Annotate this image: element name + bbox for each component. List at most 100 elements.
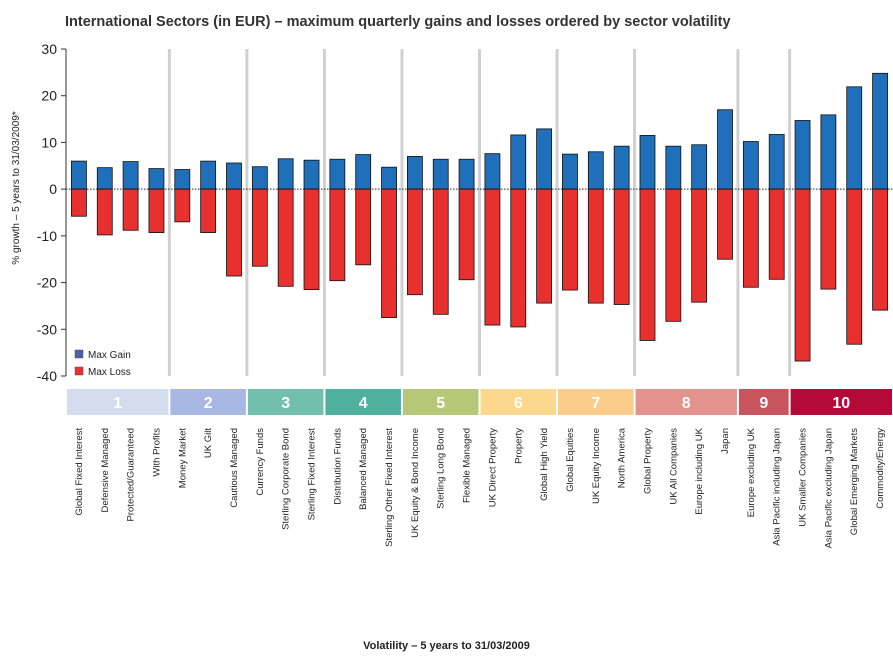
category-label-8: Currency Funds (255, 428, 266, 496)
bar-max-loss-16 (458, 188, 475, 281)
bar-max-loss-17 (484, 188, 501, 326)
volatility-band-label-10: 10 (832, 395, 850, 412)
bar-max-loss-12 (355, 188, 372, 266)
y-tick-label: -40 (37, 368, 57, 384)
bar-max-loss-3 (122, 188, 139, 231)
category-label-14: UK Equity & Bond Income (410, 428, 421, 538)
category-label-5: Money Market (177, 428, 188, 489)
category-label-18: Property (513, 428, 524, 464)
legend-label-max-loss: Max Loss (88, 367, 131, 378)
bar-max-loss-10 (303, 188, 320, 290)
y-tick-label: -30 (37, 321, 57, 337)
volatility-band-10 (790, 389, 892, 415)
category-label-7: Cautious Managed (229, 428, 240, 508)
group-separators (167, 49, 792, 376)
bar-max-loss-24 (665, 188, 682, 322)
bar-max-loss-21 (587, 188, 604, 304)
category-label-26: Japan (720, 428, 731, 454)
bar-max-gain-4 (148, 168, 165, 190)
bar-max-loss-5 (174, 188, 191, 223)
y-tick-label: 0 (49, 181, 57, 197)
volatility-band-label-7: 7 (591, 395, 600, 412)
category-labels: Global Fixed Interest Defensive Managed Pr… (74, 427, 886, 548)
category-label-4: With Profits (151, 428, 162, 477)
category-label-11: Distribution Funds (332, 428, 343, 505)
category-label-22: North America (617, 427, 628, 488)
bar-max-loss-18 (510, 188, 527, 328)
bar-max-gain-6 (200, 160, 217, 190)
chart-title: International Sectors (in EUR) – maximum… (65, 14, 731, 30)
bar-max-loss-26 (717, 188, 733, 260)
bar-max-gain-21 (587, 151, 604, 190)
bar-max-gain-19 (536, 128, 553, 190)
x-axis-label: Volatility – 5 years to 31/03/2009 (363, 640, 530, 652)
volatility-band-label-8: 8 (682, 395, 691, 412)
y-tick-label: 30 (41, 41, 57, 57)
category-label-6: UK Gilt (203, 428, 214, 458)
bar-max-gain-25 (691, 144, 708, 190)
category-label-24: UK All Companies (668, 428, 679, 505)
bar-max-gain-18 (510, 134, 527, 190)
bar-max-gain-12 (355, 154, 372, 190)
category-label-10: Sterling Fixed Interest (307, 428, 318, 521)
bar-max-loss-23 (639, 188, 656, 341)
volatility-band-label-6: 6 (514, 395, 523, 412)
bar-max-loss-1 (71, 188, 87, 217)
y-tick-label: -20 (37, 275, 57, 291)
bar-max-gain-26 (717, 109, 733, 190)
category-label-27: Europe excluding UK (746, 427, 757, 517)
bar-max-gain-32 (872, 72, 888, 190)
bar-max-gain-8 (251, 166, 268, 190)
volatility-band-label-4: 4 (359, 395, 368, 412)
volatility-band-label-1: 1 (113, 395, 122, 412)
bar-max-gain-30 (820, 114, 837, 190)
bar-max-gain-5 (174, 169, 191, 190)
category-label-23: Global Property (642, 428, 653, 494)
volatility-band-4 (325, 389, 401, 415)
y-tick-label: 20 (41, 88, 57, 104)
bar-max-loss-28 (768, 188, 785, 280)
legend-swatch-max-loss (74, 366, 84, 376)
bar-max-gain-1 (71, 160, 87, 190)
category-label-30: Asia Pacific excluding Japan (823, 428, 834, 548)
bar-max-loss-15 (432, 188, 449, 315)
bar-max-loss-2 (96, 188, 113, 236)
bar-max-loss-25 (691, 188, 708, 303)
bar-max-gain-22 (613, 145, 630, 190)
category-label-25: Europe including UK (694, 427, 705, 514)
y-tick-label: 10 (41, 134, 57, 150)
volatility-bands: 1 2 3 4 5 6 7 8 9 10 (67, 389, 892, 415)
volatility-band-7 (558, 389, 634, 415)
category-label-3: Protected/Guaranteed (126, 428, 137, 521)
category-label-21: UK Equity Income (591, 428, 602, 504)
volatility-band-9 (738, 389, 789, 415)
bars (71, 72, 888, 362)
bar-max-gain-2 (96, 167, 113, 190)
category-label-17: UK Direct Property (487, 428, 498, 507)
category-label-12: Balanced Managed (358, 428, 369, 510)
bar-max-gain-27 (742, 141, 759, 190)
bar-max-gain-20 (562, 153, 578, 190)
bar-max-loss-14 (406, 188, 423, 296)
bar-max-gain-29 (794, 120, 811, 190)
bar-max-gain-14 (406, 156, 423, 190)
bar-max-loss-19 (536, 188, 553, 304)
category-label-2: Defensive Managed (100, 428, 111, 513)
category-label-29: UK Smaller Companies (798, 428, 809, 527)
bar-max-loss-30 (820, 188, 837, 290)
bar-max-gain-9 (277, 158, 294, 190)
bar-max-loss-22 (613, 188, 630, 305)
bar-max-loss-20 (562, 188, 578, 291)
bar-max-loss-4 (148, 188, 165, 233)
bar-max-loss-7 (226, 188, 242, 277)
bar-max-gain-17 (484, 153, 501, 190)
bar-max-loss-31 (846, 188, 863, 345)
bar-max-gain-28 (768, 134, 785, 190)
volatility-band-label-3: 3 (281, 395, 290, 412)
bar-max-gain-16 (458, 158, 475, 190)
volatility-band-2 (170, 389, 246, 415)
category-label-9: Sterling Corporate Bond (281, 428, 292, 530)
category-label-16: Flexible Managed (462, 428, 473, 503)
category-label-32: Commodity/Energy (875, 428, 886, 509)
bar-max-loss-32 (872, 188, 888, 311)
